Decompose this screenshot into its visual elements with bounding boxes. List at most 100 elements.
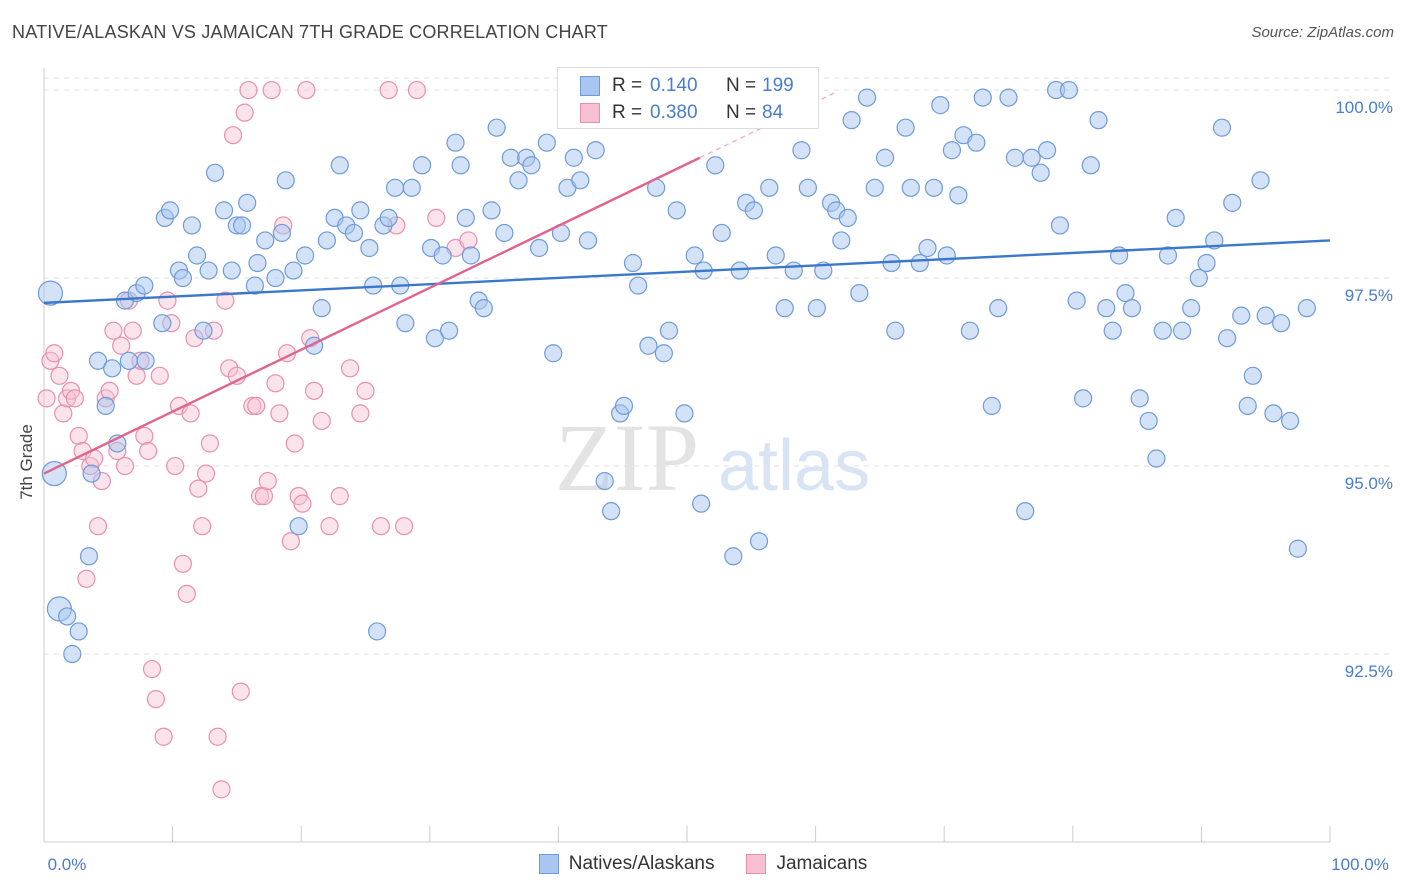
stats-row-jamaicans: R = 0.380 N = 84 — [580, 100, 783, 126]
natives-point — [205, 163, 225, 182]
natives-point — [942, 141, 962, 160]
jamaicans-point — [250, 487, 270, 506]
jamaicans-point — [351, 404, 370, 423]
natives-point — [784, 261, 803, 280]
natives-point — [1243, 366, 1262, 385]
natives-point — [289, 517, 308, 536]
jamaicans-point — [231, 682, 250, 701]
jamaicans-point — [193, 517, 212, 536]
legend-label-natives: Natives/Alaskans — [568, 853, 715, 874]
natives-point — [744, 201, 763, 220]
natives-point — [232, 216, 252, 235]
natives-point — [1297, 299, 1316, 318]
natives-point — [82, 464, 101, 483]
series-legend: Natives/Alaskans Jamaicans — [0, 851, 1406, 877]
jamaicans-point — [223, 126, 243, 145]
natives-point — [276, 171, 295, 190]
natives-point — [901, 178, 920, 197]
natives-swatch — [580, 76, 600, 96]
natives-point — [41, 460, 67, 487]
natives-point — [245, 276, 265, 295]
x-tick-label-max: 100.0% — [1331, 855, 1389, 874]
natives-point — [182, 216, 201, 235]
natives-point — [578, 231, 598, 250]
r-value: 0.380 — [650, 102, 698, 123]
jamaicans-point — [123, 321, 142, 340]
natives-point — [798, 178, 817, 197]
jamaicans-point — [200, 434, 219, 453]
jamaicans-point — [220, 359, 239, 378]
r-value: 0.140 — [650, 75, 698, 96]
natives-point — [103, 359, 122, 378]
y-tick-label: 100.0% — [1335, 98, 1393, 117]
natives-point — [501, 148, 520, 167]
natives-point — [949, 186, 968, 205]
natives-point — [238, 193, 257, 212]
natives-point — [284, 261, 303, 280]
jamaicans-point — [270, 404, 289, 423]
natives-point — [79, 547, 99, 566]
natives-point — [1182, 299, 1201, 318]
stats-legend: R = 0.140 N = 199 R = 0.380 N = 84 — [557, 67, 819, 129]
jamaicans-point — [247, 396, 266, 415]
jamaicans-point — [254, 487, 274, 506]
natives-point — [544, 344, 563, 363]
tick-labels: 92.5% 95.0% 97.5% 100.0% 0.0% 100.0% — [48, 98, 1393, 874]
natives-point — [667, 201, 686, 220]
natives-point — [1130, 389, 1149, 408]
natives-point — [1232, 306, 1251, 325]
jamaicans-point — [394, 517, 414, 536]
natives-point — [1122, 299, 1142, 318]
jamaicans-point — [239, 80, 258, 100]
natives-point — [792, 141, 811, 160]
natives-point — [1212, 118, 1232, 137]
natives-point — [222, 261, 241, 280]
jamaicans-point — [266, 374, 285, 393]
natives-point — [1281, 411, 1300, 431]
natives-point — [760, 178, 779, 197]
natives-point — [136, 351, 155, 370]
natives-point — [425, 329, 445, 348]
natives-point — [199, 261, 218, 280]
jamaicans-point — [285, 434, 304, 453]
natives-point — [58, 607, 77, 626]
natives-point — [1016, 502, 1035, 521]
natives-point — [1031, 163, 1050, 182]
legend-item-jamaicans[interactable]: Jamaicans — [746, 853, 867, 875]
natives-point — [571, 171, 590, 190]
natives-point — [659, 321, 679, 340]
watermark: ZIP atlas — [555, 404, 870, 511]
natives-point — [692, 494, 711, 513]
jamaicans-point — [158, 291, 177, 310]
natives-point — [967, 133, 986, 152]
natives-point — [344, 223, 364, 243]
legend-item-natives[interactable]: Natives/Alaskans — [538, 853, 715, 875]
natives-point — [1067, 291, 1086, 310]
jamaicans-point — [77, 569, 96, 588]
natives-point — [886, 321, 905, 340]
natives-point — [1116, 283, 1135, 303]
jamaicans-swatch — [580, 103, 600, 123]
natives-point — [766, 246, 785, 265]
jamaicans-point — [293, 494, 312, 513]
series-natives-alaskans — [37, 80, 1316, 664]
natives-point — [272, 223, 292, 243]
natives-point — [1139, 411, 1158, 431]
jamaicans-point — [139, 441, 158, 461]
jamaicans-point — [330, 487, 349, 506]
jamaicans-trendline — [43, 156, 701, 475]
legend-label-jamaicans: Jamaicans — [776, 853, 868, 874]
jamaicans-point — [115, 456, 135, 476]
natives-point — [1037, 141, 1057, 160]
jamaicans-point — [371, 517, 391, 536]
natives-point — [1089, 111, 1108, 130]
r-label: R = — [612, 102, 643, 123]
natives-point — [461, 246, 481, 265]
natives-point — [1158, 246, 1178, 265]
watermark-zip: ZIP — [555, 404, 699, 511]
natives-point — [63, 644, 82, 664]
natives-point — [1288, 539, 1307, 558]
natives-point — [1166, 208, 1185, 228]
jamaicans-point — [135, 426, 154, 446]
axes — [43, 68, 1331, 843]
